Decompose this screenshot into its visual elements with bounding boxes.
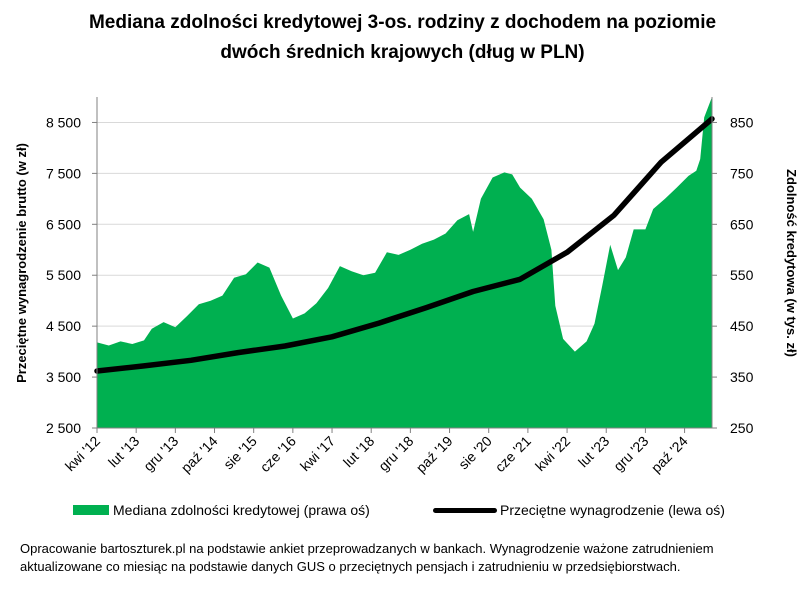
left-tick-label: 2 500: [46, 420, 81, 436]
axes: [96, 97, 713, 429]
x-tick-label: gru '13: [140, 433, 181, 474]
x-tick-label: lut '13: [105, 433, 143, 471]
right-tick-label: 750: [730, 165, 754, 181]
left-tick-label: 3 500: [46, 369, 81, 385]
legend-area-label: Mediana zdolności kredytowej (prawa oś): [113, 502, 370, 518]
x-tick-label: paź '24: [648, 433, 691, 476]
left-tick-label: 6 500: [46, 216, 81, 232]
chart-title: Mediana zdolności kredytowej 3-os. rodzi…: [0, 8, 805, 68]
legend-area-swatch: [73, 505, 109, 515]
area-series-layer: [97, 97, 712, 428]
right-tick-label: 650: [730, 216, 754, 232]
x-tick-label: gru '23: [610, 433, 651, 474]
x-tick-label: sie '15: [220, 433, 260, 473]
x-tick-label: kwi '17: [297, 433, 338, 474]
chart-title-line-2: dwóch średnich krajowych (dług w PLN): [220, 42, 585, 63]
x-tick-label: kwi '12: [62, 433, 103, 474]
x-tick-label: cze '16: [257, 433, 300, 476]
right-tick-label: 550: [730, 267, 754, 283]
left-axis-ticks: 2 500 3 500 4 500 5 500 6 500 7 500 8 500: [46, 114, 97, 436]
x-tick-label: sie '20: [455, 433, 495, 473]
legend-item-area: Mediana zdolności kredytowej (prawa oś): [73, 502, 370, 518]
left-tick-label: 7 500: [46, 165, 81, 181]
left-tick-label: 8 500: [46, 114, 81, 130]
line-series-layer: [94, 116, 715, 374]
right-axis-ticks: 250 350 450 550 650 750 850: [712, 114, 754, 436]
x-tick-label: lut '18: [340, 433, 378, 471]
x-tick-label: kwi '22: [532, 433, 573, 474]
x-tick-label: paź '19: [413, 433, 456, 476]
legend-line-swatch: [433, 507, 497, 513]
right-axis-title: Zdolność kredytowa (w tys. zł): [784, 169, 799, 357]
line-series-average-wage: [94, 116, 715, 374]
right-tick-label: 450: [730, 318, 754, 334]
left-tick-label: 5 500: [46, 267, 81, 283]
left-tick-label: 4 500: [46, 318, 81, 334]
x-tick-label: paź '14: [178, 433, 221, 476]
chart-title-line-1: Mediana zdolności kredytowej 3-os. rodzi…: [88, 12, 717, 33]
x-tick-label: cze '21: [492, 433, 535, 476]
area-series-credit-capacity: [97, 97, 712, 428]
right-tick-label: 350: [730, 369, 754, 385]
x-tick-label: lut '23: [575, 433, 613, 471]
left-axis-title: Przeciętne wynagrodzenie brutto (w zł): [14, 143, 29, 383]
legend-item-line: Przeciętne wynagrodzenie (lewa oś): [433, 502, 725, 518]
right-tick-label: 850: [730, 114, 754, 130]
x-tick-label: gru '18: [375, 433, 416, 474]
legend-line-label: Przeciętne wynagrodzenie (lewa oś): [500, 502, 725, 518]
source-footnote: Opracowanie bartoszturek.pl na podstawie…: [20, 541, 714, 574]
right-tick-label: 250: [730, 420, 754, 436]
